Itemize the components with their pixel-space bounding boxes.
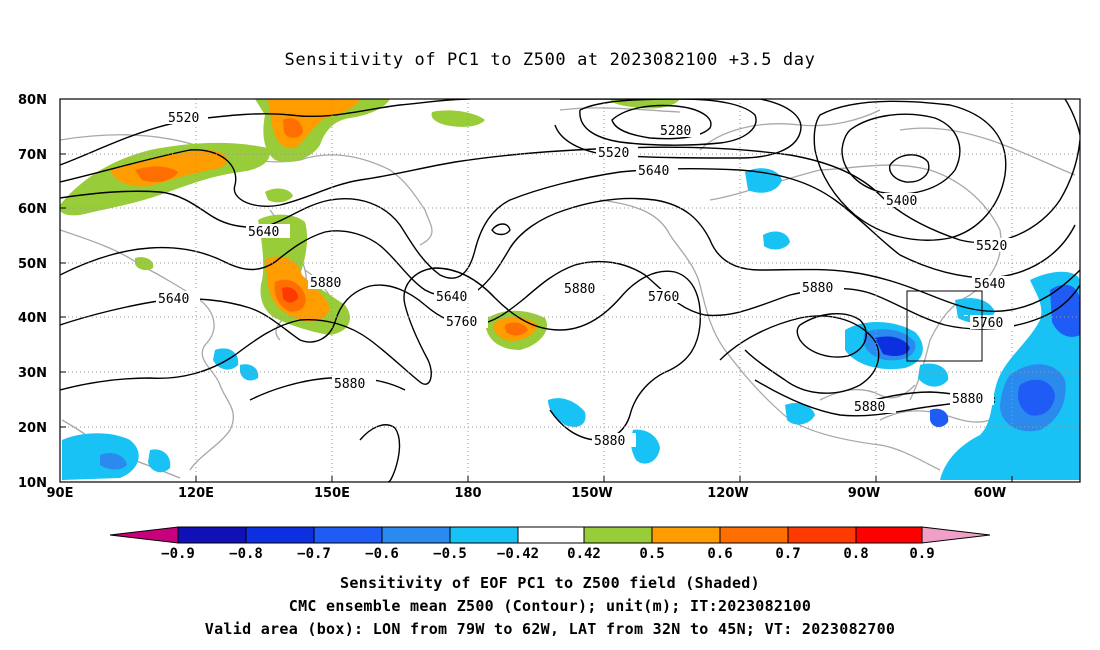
colorbar-swatch	[719, 526, 789, 544]
longitude-labels: 90E 120E 150E 180 150W 120W 90W 60W	[47, 486, 1007, 501]
colorbar: −0.9 −0.8 −0.7 −0.6 −0.5 −0.42 0.42 0.5 …	[109, 526, 991, 562]
colorbar-swatch	[517, 526, 585, 544]
contour-label: 5760	[648, 290, 679, 305]
colorbar-high-arrow	[921, 526, 991, 544]
colorbar-swatch	[177, 526, 247, 544]
colorbar-swatch	[855, 526, 923, 544]
lon-label: 150E	[314, 486, 350, 501]
contour-label: 5520	[598, 146, 629, 161]
colorbar-label: 0.6	[707, 546, 732, 562]
caption-line-2: CMC ensemble mean Z500 (Contour); unit(m…	[288, 597, 812, 615]
lon-label: 120W	[707, 486, 748, 501]
contour-label: 5400	[886, 194, 917, 209]
colorbar-label: 0.42	[567, 546, 601, 562]
lon-label: 120E	[178, 486, 214, 501]
colorbar-label: 0.7	[775, 546, 800, 562]
colorbar-swatch	[449, 526, 519, 544]
colorbar-low-arrow	[109, 526, 179, 544]
lon-label: 60W	[974, 486, 1006, 501]
colorbar-label: −0.7	[297, 546, 331, 562]
figure-title: Sensitivity of PC1 to Z500 at 2023082100…	[284, 50, 816, 70]
contour-label: 5880	[310, 276, 341, 291]
lat-label: 30N	[18, 366, 47, 381]
coastlines	[60, 107, 1076, 479]
contour-label: 5520	[168, 111, 199, 126]
lat-label: 70N	[18, 148, 47, 163]
colorbar-label: −0.9	[161, 546, 195, 562]
colorbar-label: 0.5	[639, 546, 664, 562]
lon-label: 180	[454, 486, 481, 501]
colorbar-label: −0.42	[497, 546, 539, 562]
colorbar-label: −0.6	[365, 546, 399, 562]
contour-label: 5880	[854, 400, 885, 415]
contour-label: 5880	[594, 434, 625, 449]
colorbar-swatch	[651, 526, 721, 544]
colorbar-swatch	[787, 526, 857, 544]
contour-label: 5880	[334, 377, 365, 392]
contour-labels: 5520 5280 5520 5640 5400 5520 5640 5760 …	[158, 111, 1008, 449]
latitude-labels: 80N 70N 60N 50N 40N 30N 20N 10N	[18, 93, 47, 491]
colorbar-swatch	[583, 526, 653, 544]
lat-label: 20N	[18, 421, 47, 436]
contour-label: 5880	[564, 282, 595, 297]
valid-area-box	[906, 290, 983, 362]
contour-label: 5880	[952, 392, 983, 407]
contour-label: 5640	[436, 290, 467, 305]
contour-label: 5640	[974, 277, 1005, 292]
positive-shading	[60, 99, 680, 350]
contour-label: 5640	[638, 164, 669, 179]
lon-label: 90E	[47, 486, 74, 501]
contour-label: 5640	[158, 292, 189, 307]
contour-label: 5640	[248, 225, 279, 240]
lat-label: 80N	[18, 93, 47, 108]
lon-label: 90W	[848, 486, 880, 501]
contour-label: 5760	[446, 315, 477, 330]
colorbar-label: 0.9	[909, 546, 934, 562]
caption-line-3: Valid area (box): LON from 79W to 62W, L…	[204, 620, 896, 638]
contour-label: 5880	[802, 281, 833, 296]
contour-label: 5520	[976, 239, 1007, 254]
map-frame	[59, 98, 1081, 483]
colorbar-swatch	[245, 526, 315, 544]
colorbar-swatch	[313, 526, 383, 544]
lon-label: 150W	[571, 486, 612, 501]
colorbar-swatch	[381, 526, 451, 544]
colorbar-label: −0.5	[433, 546, 467, 562]
contour-label: 5280	[660, 124, 691, 139]
lat-label: 50N	[18, 257, 47, 272]
colorbar-label: −0.8	[229, 546, 263, 562]
lat-label: 40N	[18, 311, 47, 326]
ticks	[60, 98, 1013, 483]
colorbar-label: 0.8	[843, 546, 868, 562]
contour-label: 5760	[972, 316, 1003, 331]
lat-label: 10N	[18, 476, 47, 491]
lat-label: 60N	[18, 202, 47, 217]
caption-line-1: Sensitivity of EOF PC1 to Z500 field (Sh…	[340, 574, 760, 592]
